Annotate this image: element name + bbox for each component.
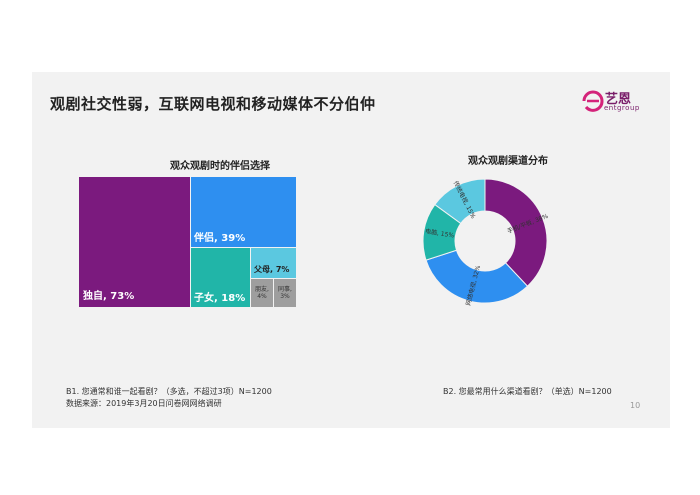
logo-subtext: entgroup: [604, 104, 640, 112]
donut-chart: 手机/平板, 38%网络电视, 32%电脑, 15%传统电视, 15%: [422, 178, 549, 306]
logo-text: 艺恩: [605, 92, 632, 107]
page-number: 10: [630, 401, 641, 410]
question-note-b1: B1. 您通常和谁一起看剧？（多选，不超过3项）N=1200: [66, 387, 272, 396]
treemap-title: 观众观剧时的伴侣选择: [170, 161, 270, 172]
tile-label-friends: 朋友, 4%: [255, 286, 269, 300]
tile-label-alone: 独自, 73%: [83, 291, 135, 302]
treemap-tile-partner: 伴侣, 39%: [191, 177, 296, 247]
treemap-tile-children: 子女, 18%: [191, 248, 250, 307]
tile-label-parents: 父母, 7%: [254, 265, 290, 274]
entgroup-logo-icon: [582, 90, 604, 112]
donut-slice-3: [434, 178, 486, 225]
treemap-tile-parents: 父母, 7%: [251, 248, 296, 278]
treemap-tile-colleagues: 同事, 3%: [274, 279, 296, 307]
page-title: 观剧社交性弱，互联网电视和移动媒体不分伯仲: [50, 95, 376, 113]
tile-label-children: 子女, 18%: [194, 293, 246, 304]
donut-slice-1: [425, 249, 529, 304]
treemap-tile-friends: 朋友, 4%: [251, 279, 273, 307]
treemap-tile-alone: 独自, 73%: [79, 177, 190, 307]
tile-label-colleagues: 同事, 3%: [278, 286, 292, 300]
question-note-b2: B2. 您最常用什么渠道看剧？（单选）N=1200: [443, 387, 612, 396]
donut-slice-0: [484, 178, 548, 287]
data-source-note: 数据来源：2019年3月20日问卷网网络调研: [66, 399, 222, 408]
donut-title: 观众观剧渠道分布: [468, 156, 548, 167]
tile-label-partner: 伴侣, 39%: [194, 233, 246, 244]
